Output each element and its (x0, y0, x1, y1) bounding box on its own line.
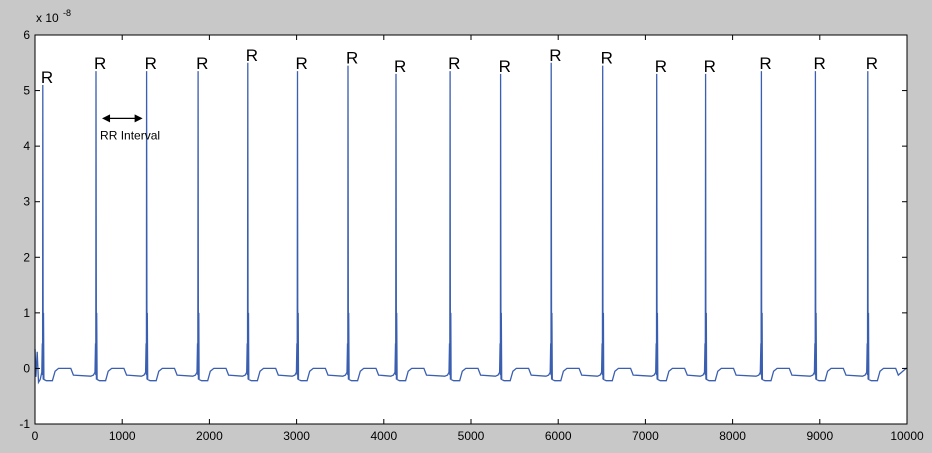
r-peak-label: R (346, 49, 358, 68)
r-peak-label: R (866, 54, 878, 73)
x-tick-label: 9000 (806, 429, 833, 443)
r-peak-label: R (145, 54, 157, 73)
y-tick-label: 5 (23, 84, 30, 98)
y-exponent-power: -8 (63, 8, 71, 18)
signal-layer (34, 62, 907, 385)
y-tick-label: 6 (23, 28, 30, 42)
y-exponent-base: x 10 (36, 11, 59, 25)
r-peak-label: R (759, 54, 771, 73)
rr-annotation: RR Interval (100, 114, 160, 142)
x-tick-label: 6000 (545, 429, 572, 443)
y-tick-label: 0 (23, 361, 30, 375)
x-tick-label: 2000 (196, 429, 223, 443)
r-peak-label: R (601, 49, 613, 68)
r-peak-label: R (448, 54, 460, 73)
x-tick-label: 1000 (109, 429, 136, 443)
rr-arrowhead-right (134, 114, 143, 123)
x-tick-label: 0 (32, 429, 39, 443)
axes-box (34, 34, 908, 425)
ecg-signal-line (34, 62, 907, 385)
y-tick-label: 2 (23, 250, 30, 264)
x-tick-label: 8000 (719, 429, 746, 443)
rr-arrowhead-left (102, 114, 111, 123)
y-tick-label: 4 (23, 139, 30, 153)
y-tick-label: 3 (23, 195, 30, 209)
r-peak-label: R (704, 57, 716, 76)
r-peak-label: R (394, 57, 406, 76)
rr-interval-label: RR Interval (100, 128, 160, 142)
r-peak-label: R (246, 46, 258, 65)
r-peak-label: R (813, 54, 825, 73)
x-tick-label: 10000 (890, 429, 924, 443)
y-tick-label: -1 (19, 417, 30, 431)
plot-area (35, 35, 907, 424)
r-peak-label: R (94, 54, 106, 73)
r-peak-label: R (549, 46, 561, 65)
y-tick-label: 1 (23, 306, 30, 320)
r-peak-label: R (655, 57, 667, 76)
x-tick-label: 4000 (370, 429, 397, 443)
x-tick-label: 7000 (632, 429, 659, 443)
ticks-layer: 0 1000 2000 3000 4000 5000 6000 7000 8000 9000 100… (19, 28, 924, 443)
x-tick-label: 3000 (283, 429, 310, 443)
y-exponent: x 10 -8 (36, 8, 71, 25)
r-peak-label: R (41, 68, 53, 87)
x-tick-label: 5000 (458, 429, 485, 443)
r-peak-label: R (295, 54, 307, 73)
labels-layer: R R R R R R R R R R R R R R R R R (41, 46, 878, 87)
r-peak-label: R (196, 54, 208, 73)
r-peak-label: R (499, 57, 511, 76)
